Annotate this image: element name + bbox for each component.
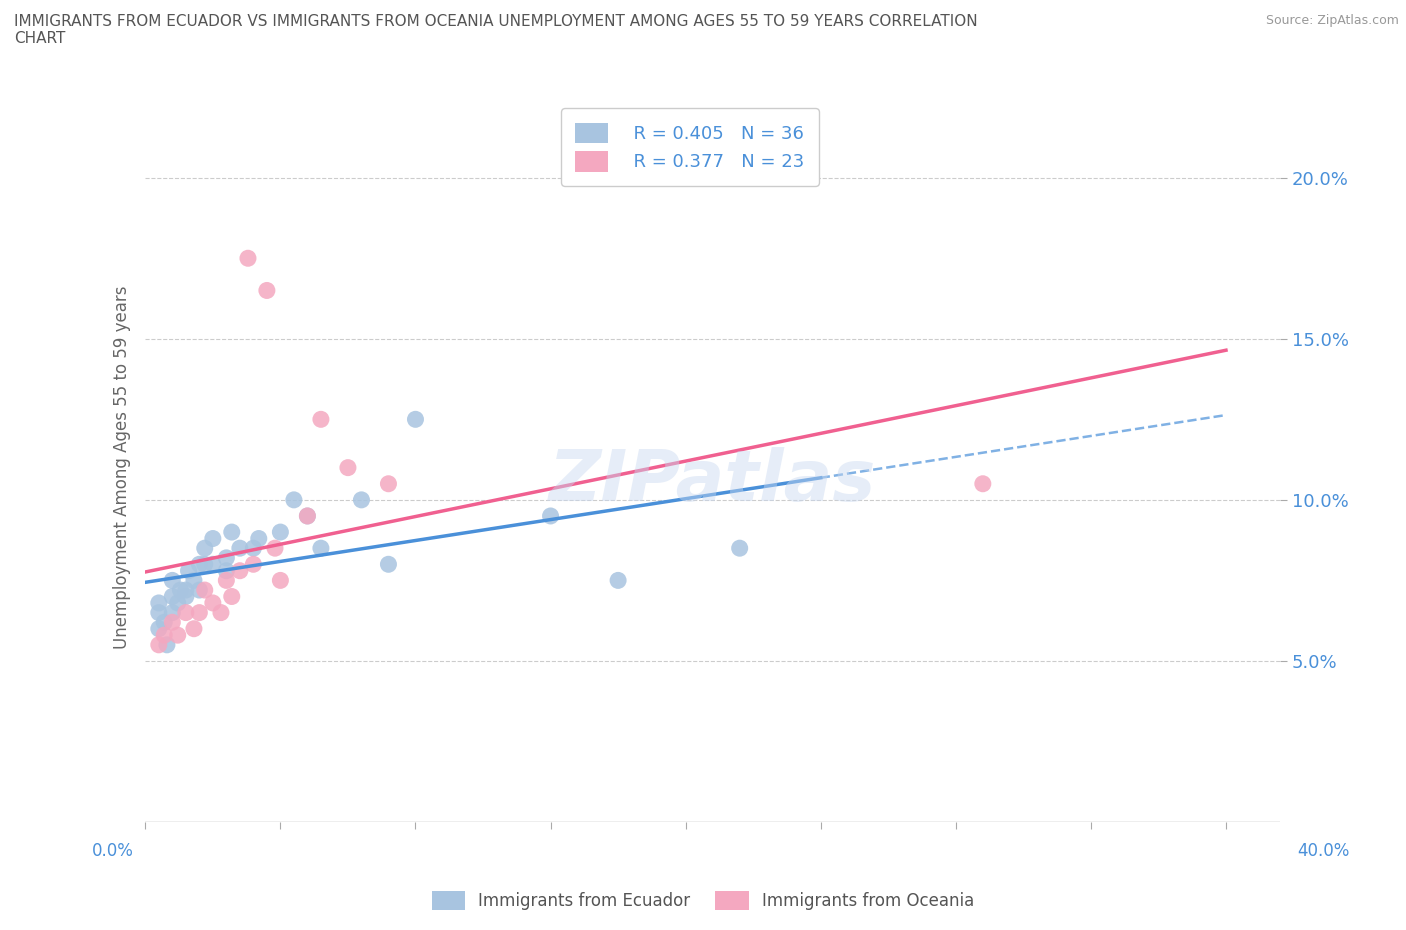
Point [201,557,224,572]
Point [162,605,184,620]
Point [242,540,264,555]
Text: ZIPatlas: ZIPatlas [548,447,876,516]
Point [201,595,224,610]
Legend:   R = 0.405   N = 36,   R = 0.377   N = 23: R = 0.405 N = 36, R = 0.377 N = 23 [561,108,820,186]
Text: 0.0%: 0.0% [91,842,134,859]
Point [377,476,399,491]
Point [188,557,211,572]
Point [174,582,197,597]
Legend: Immigrants from Ecuador, Immigrants from Oceania: Immigrants from Ecuador, Immigrants from… [425,884,981,917]
Point [209,605,232,620]
Point [183,573,205,588]
Point [148,621,170,636]
Point [972,476,994,491]
Point [201,531,224,546]
Point [162,615,184,630]
Point [229,540,252,555]
Text: Source: ZipAtlas.com: Source: ZipAtlas.com [1265,14,1399,27]
Point [540,509,562,524]
Point [174,589,197,604]
Point [264,540,287,555]
Point [153,628,176,643]
Point [174,605,197,620]
Point [256,283,278,298]
Point [148,637,170,652]
Point [247,531,270,546]
Point [215,551,238,565]
Point [153,615,176,630]
Point [309,412,332,427]
Point [156,637,179,652]
Point [607,573,630,588]
Point [229,564,252,578]
Point [177,564,200,578]
Point [188,605,211,620]
Point [297,509,319,524]
Point [166,595,188,610]
Point [162,573,184,588]
Point [269,525,291,539]
Point [148,595,170,610]
Point [162,589,184,604]
Point [405,412,427,427]
Point [242,557,264,572]
Point [236,251,259,266]
Point [194,582,217,597]
Point [728,540,751,555]
Point [269,573,291,588]
Point [166,628,188,643]
Point [350,492,373,507]
Point [221,589,243,604]
Point [215,573,238,588]
Point [169,582,191,597]
Point [183,621,205,636]
Point [309,540,332,555]
Point [148,605,170,620]
Point [297,509,319,524]
Y-axis label: Unemployment Among Ages 55 to 59 years: Unemployment Among Ages 55 to 59 years [114,286,131,649]
Point [188,582,211,597]
Point [194,540,217,555]
Text: IMMIGRANTS FROM ECUADOR VS IMMIGRANTS FROM OCEANIA UNEMPLOYMENT AMONG AGES 55 TO: IMMIGRANTS FROM ECUADOR VS IMMIGRANTS FR… [14,14,977,46]
Point [194,557,217,572]
Point [215,564,238,578]
Point [336,460,359,475]
Point [283,492,305,507]
Point [377,557,399,572]
Point [221,525,243,539]
Text: 40.0%: 40.0% [1298,842,1350,859]
